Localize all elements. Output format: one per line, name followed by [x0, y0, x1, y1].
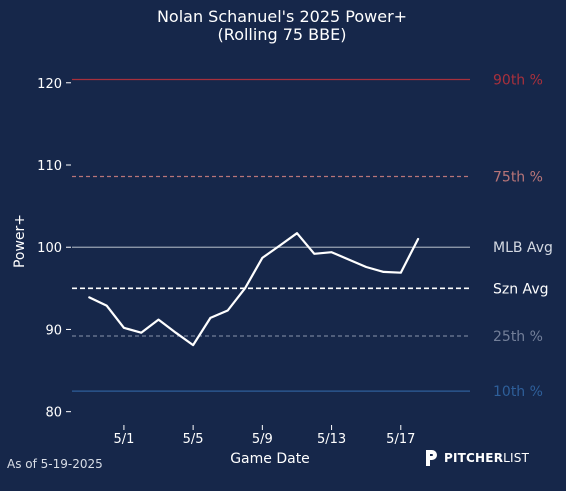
y-tick-label-0: 80	[45, 406, 62, 421]
y-tick-label-4: 120	[37, 77, 62, 92]
x-tick-label-2: 5/9	[252, 432, 273, 447]
ref-label-3: Szn Avg	[493, 281, 549, 297]
ref-label-2: MLB Avg	[493, 240, 553, 256]
y-tick-label-1: 90	[45, 323, 62, 338]
x-tick-label-4: 5/17	[386, 432, 415, 447]
x-tick-label-3: 5/13	[317, 432, 346, 447]
brand-prefix: PITCHER	[444, 451, 504, 465]
y-axis-label: Power+	[12, 214, 28, 268]
x-tick-label-0: 5/1	[113, 432, 134, 447]
chart-title: Nolan Schanuel's 2025 Power+	[157, 7, 407, 26]
pitcherlist-logo-icon	[426, 450, 437, 466]
pitcherlist-logo: PITCHERLIST	[424, 449, 529, 467]
reference-lines: 90th % 75th % MLB Avg Szn Avg 25th % 10th %	[72, 72, 553, 400]
x-axis-label: Game Date	[230, 451, 310, 467]
x-axis: 5/1 5/5 5/9 5/13 5/17	[113, 425, 415, 447]
ref-label-4: 25th %	[493, 329, 543, 345]
ref-label-0: 90th %	[493, 72, 543, 88]
ref-label-1: 75th %	[493, 170, 543, 186]
ref-label-5: 10th %	[493, 384, 543, 400]
x-tick-label-1: 5/5	[183, 432, 204, 447]
chart-subtitle: (Rolling 75 BBE)	[218, 25, 347, 44]
y-tick-label-3: 110	[37, 159, 62, 174]
brand-suffix: LIST	[503, 451, 530, 465]
as-of-date: As of 5-19-2025	[7, 457, 103, 471]
y-axis: 80 90 100 110 120	[37, 77, 71, 421]
series-line-0	[88, 232, 420, 347]
y-tick-label-2: 100	[37, 241, 62, 256]
series-layer	[88, 232, 420, 347]
